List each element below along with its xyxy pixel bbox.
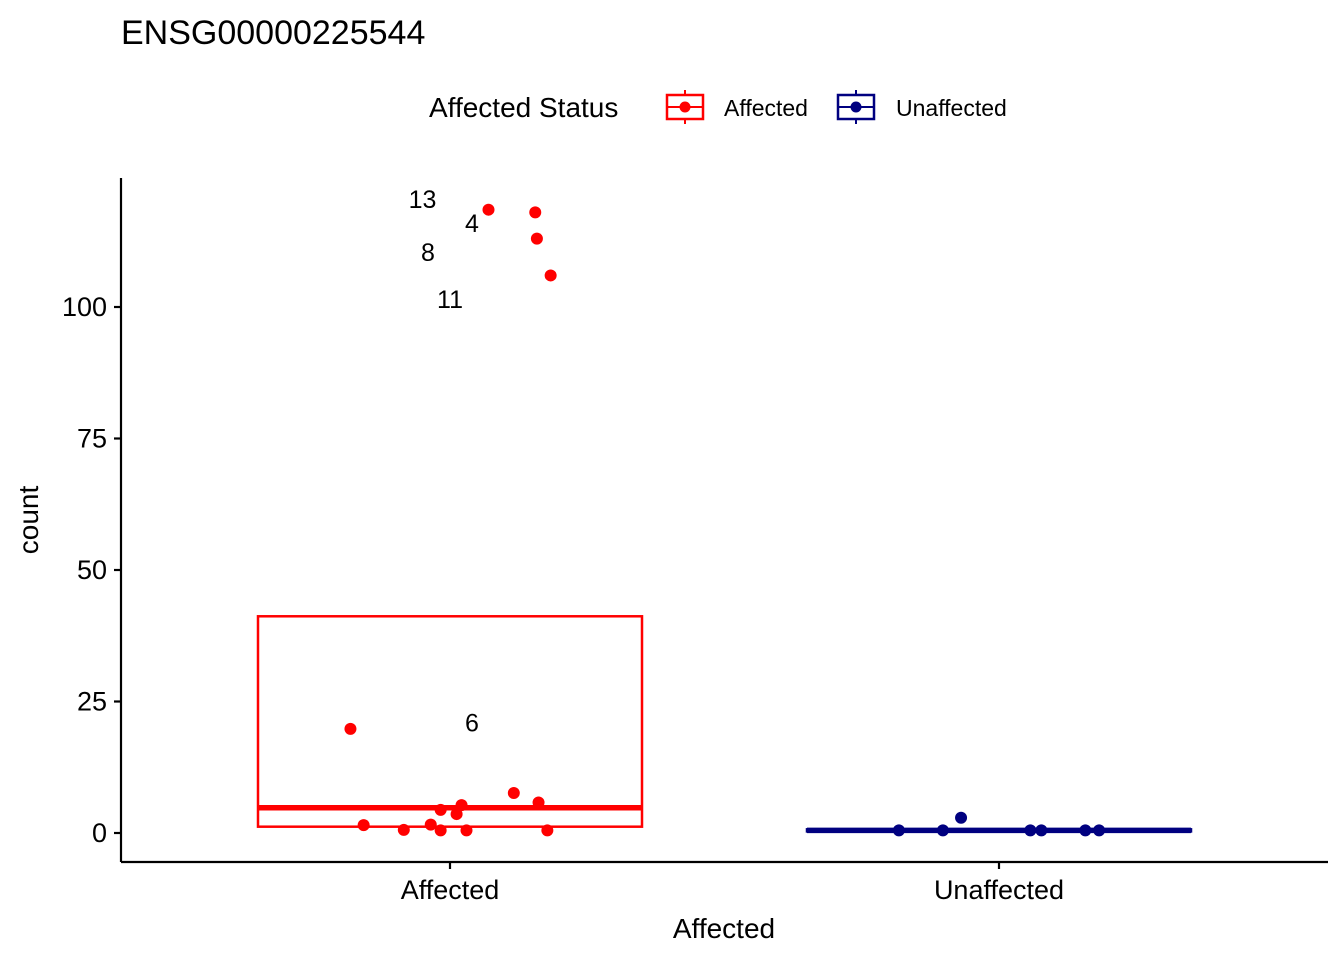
data-point-affected [424,818,437,831]
data-point-affected [529,206,542,219]
data-point-unaffected [955,811,968,824]
data-point-affected [397,823,410,836]
data-point-affected [434,824,447,837]
y-axis: 0 25 50 75 100 [62,178,123,862]
legend-title: Affected Status [429,92,618,123]
y-tick-label: 100 [62,292,107,322]
legend-key-point [850,101,862,113]
data-point-affected [344,722,357,735]
x-tick-label: Affected [401,875,500,905]
legend-label: Unaffected [896,95,1007,121]
y-tick-label: 25 [77,687,107,717]
data-point-unaffected [1079,824,1092,837]
legend-entry-unaffected: Unaffected [836,90,1007,124]
y-tick-label: 75 [77,424,107,454]
chart-title: ENSG00000225544 [121,14,425,52]
data-point-affected [450,808,463,821]
data-point-unaffected [936,824,949,837]
legend-label: Affected [724,95,808,121]
legend-key-point [679,101,691,113]
point-label: 11 [437,286,463,314]
box-affected [256,615,644,828]
y-tick-label: 0 [92,818,107,848]
x-axis: Affected Unaffected [121,860,1328,905]
legend: Affected Status Affected Unaffected [429,90,1007,124]
data-point-unaffected [1093,824,1106,837]
data-point-affected [541,824,554,837]
y-axis-title: count [13,486,44,555]
point-label: 13 [409,186,437,214]
point-label: 6 [465,710,479,738]
data-point-affected [460,824,473,837]
data-point-affected [434,803,447,816]
data-point-affected [482,203,495,216]
x-axis-title: Affected [673,913,775,944]
data-point-affected [455,799,468,812]
data-point-unaffected [892,824,905,837]
data-point-affected [530,232,543,245]
legend-entry-affected: Affected [665,90,808,124]
point-label: 4 [465,210,479,238]
data-point-unaffected [1024,824,1037,837]
data-point-affected [357,819,370,832]
y-tick-label: 50 [77,555,107,585]
data-point-affected [507,787,520,800]
data-point-affected [544,269,557,282]
point-label: 8 [421,239,435,267]
x-tick-label: Unaffected [934,875,1064,905]
data-point-unaffected [1035,824,1048,837]
data-point-affected [532,796,545,809]
